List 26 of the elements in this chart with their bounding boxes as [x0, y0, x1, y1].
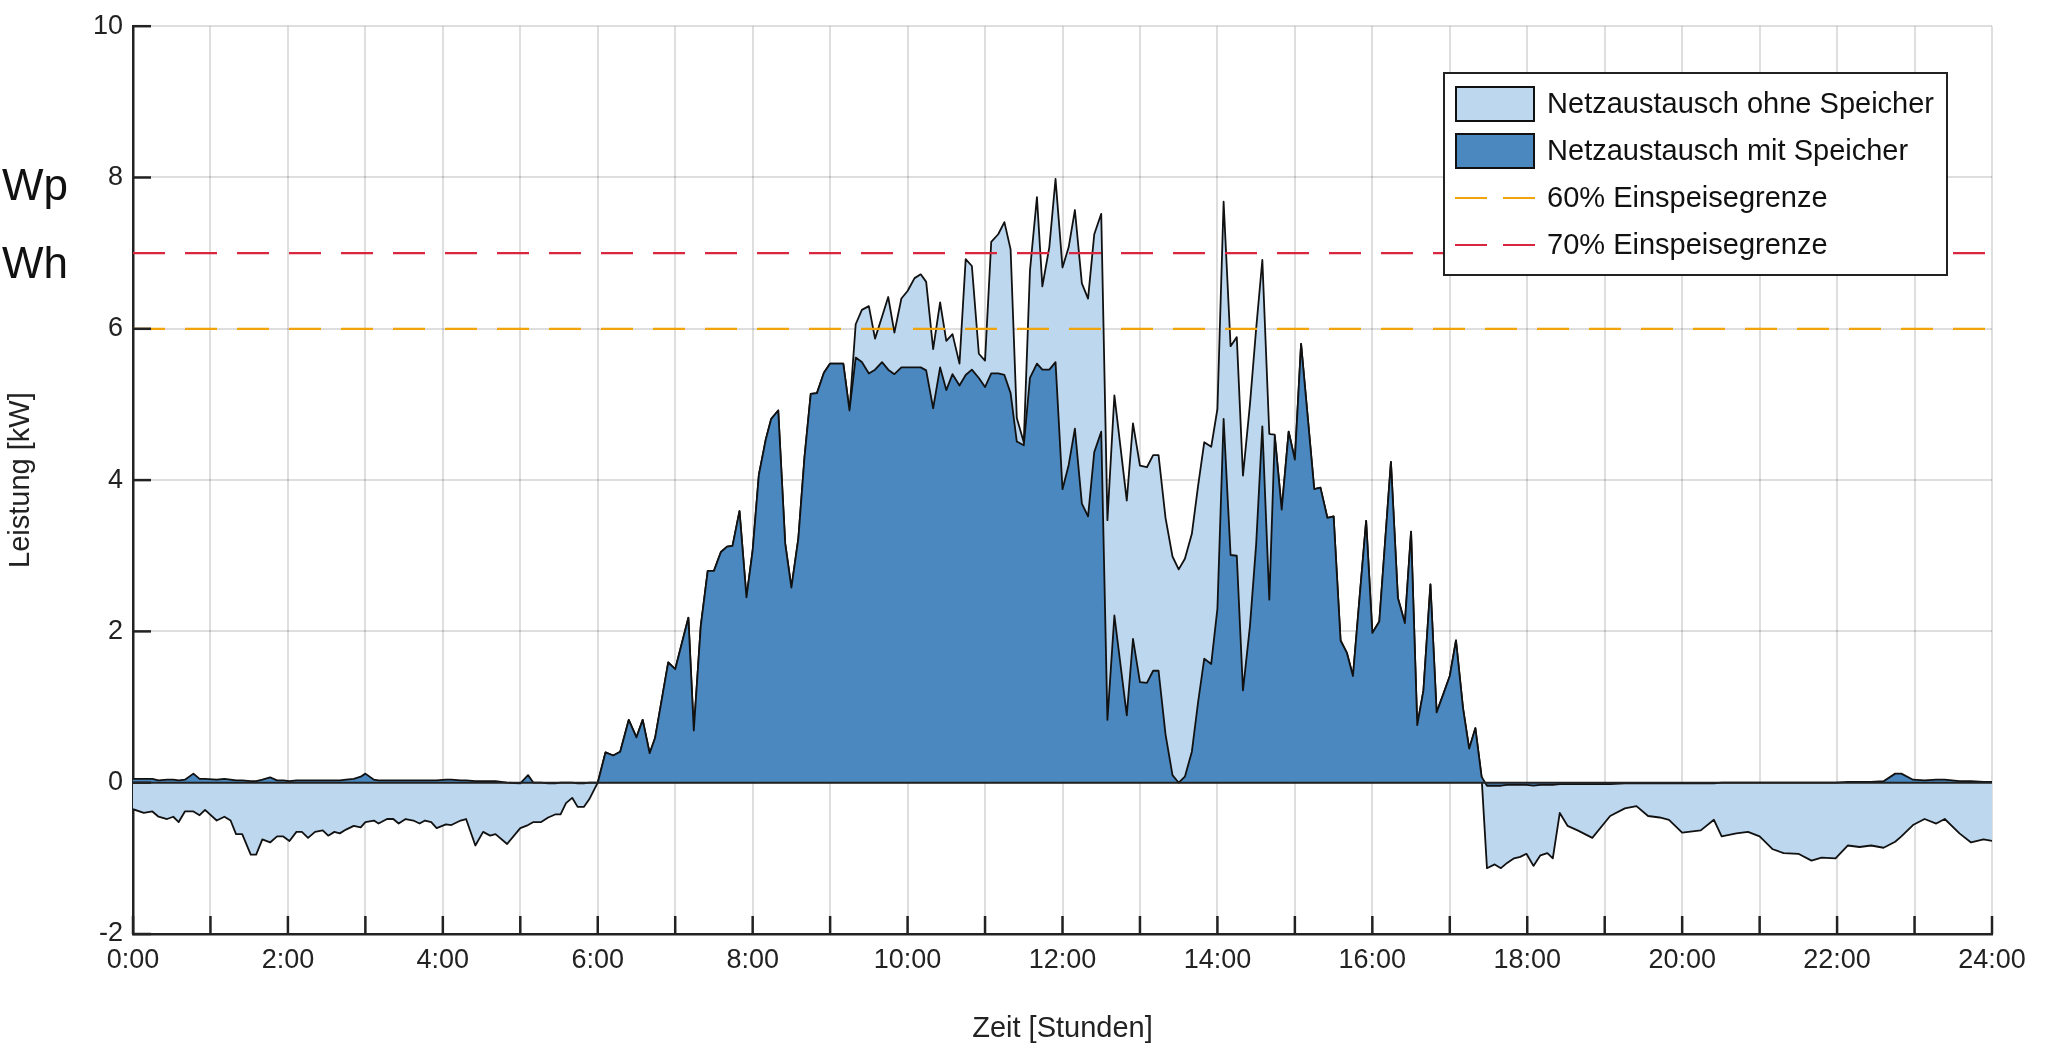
x-tick-label: 18:00	[1493, 943, 1562, 974]
x-tick-label: 16:00	[1338, 943, 1407, 974]
x-tick-label: 8:00	[726, 943, 779, 974]
x-tick-label: 10:00	[873, 943, 942, 974]
x-tick-label: 20:00	[1648, 943, 1716, 974]
y-tick-label: 4	[107, 463, 123, 494]
text: Wh	[2, 238, 68, 288]
y-axis-title: Leistung [kW]	[3, 392, 36, 568]
y-tick-label: 0	[107, 766, 123, 797]
x-tick-label: 22:00	[1803, 943, 1871, 974]
x-tick-label: 14:00	[1183, 943, 1252, 974]
legend-label: Netzaustausch ohne Speicher	[1547, 87, 1934, 120]
y-tick-label: 10	[92, 9, 123, 40]
legend-label: 60% Einspeisegrenze	[1547, 181, 1828, 214]
x-tick-label: 12:00	[1028, 943, 1097, 974]
x-tick-label: 6:00	[571, 943, 625, 974]
x-tick-label: 4:00	[416, 943, 470, 974]
x-axis-title: Zeit [Stunden]	[972, 1010, 1153, 1043]
y-tick-label: 8	[107, 160, 123, 191]
x-tick-label: 24:00	[1958, 943, 2026, 974]
ref-line-label: 70% Einspeisegrenze	[1547, 228, 1828, 261]
y-tick-label: 6	[107, 312, 123, 343]
text: Wp	[2, 160, 68, 210]
x-tick-label: 2:00	[261, 943, 315, 974]
legend-label: Netzaustausch mit Speicher	[1547, 134, 1909, 167]
y-tick-label: 2	[107, 614, 123, 645]
